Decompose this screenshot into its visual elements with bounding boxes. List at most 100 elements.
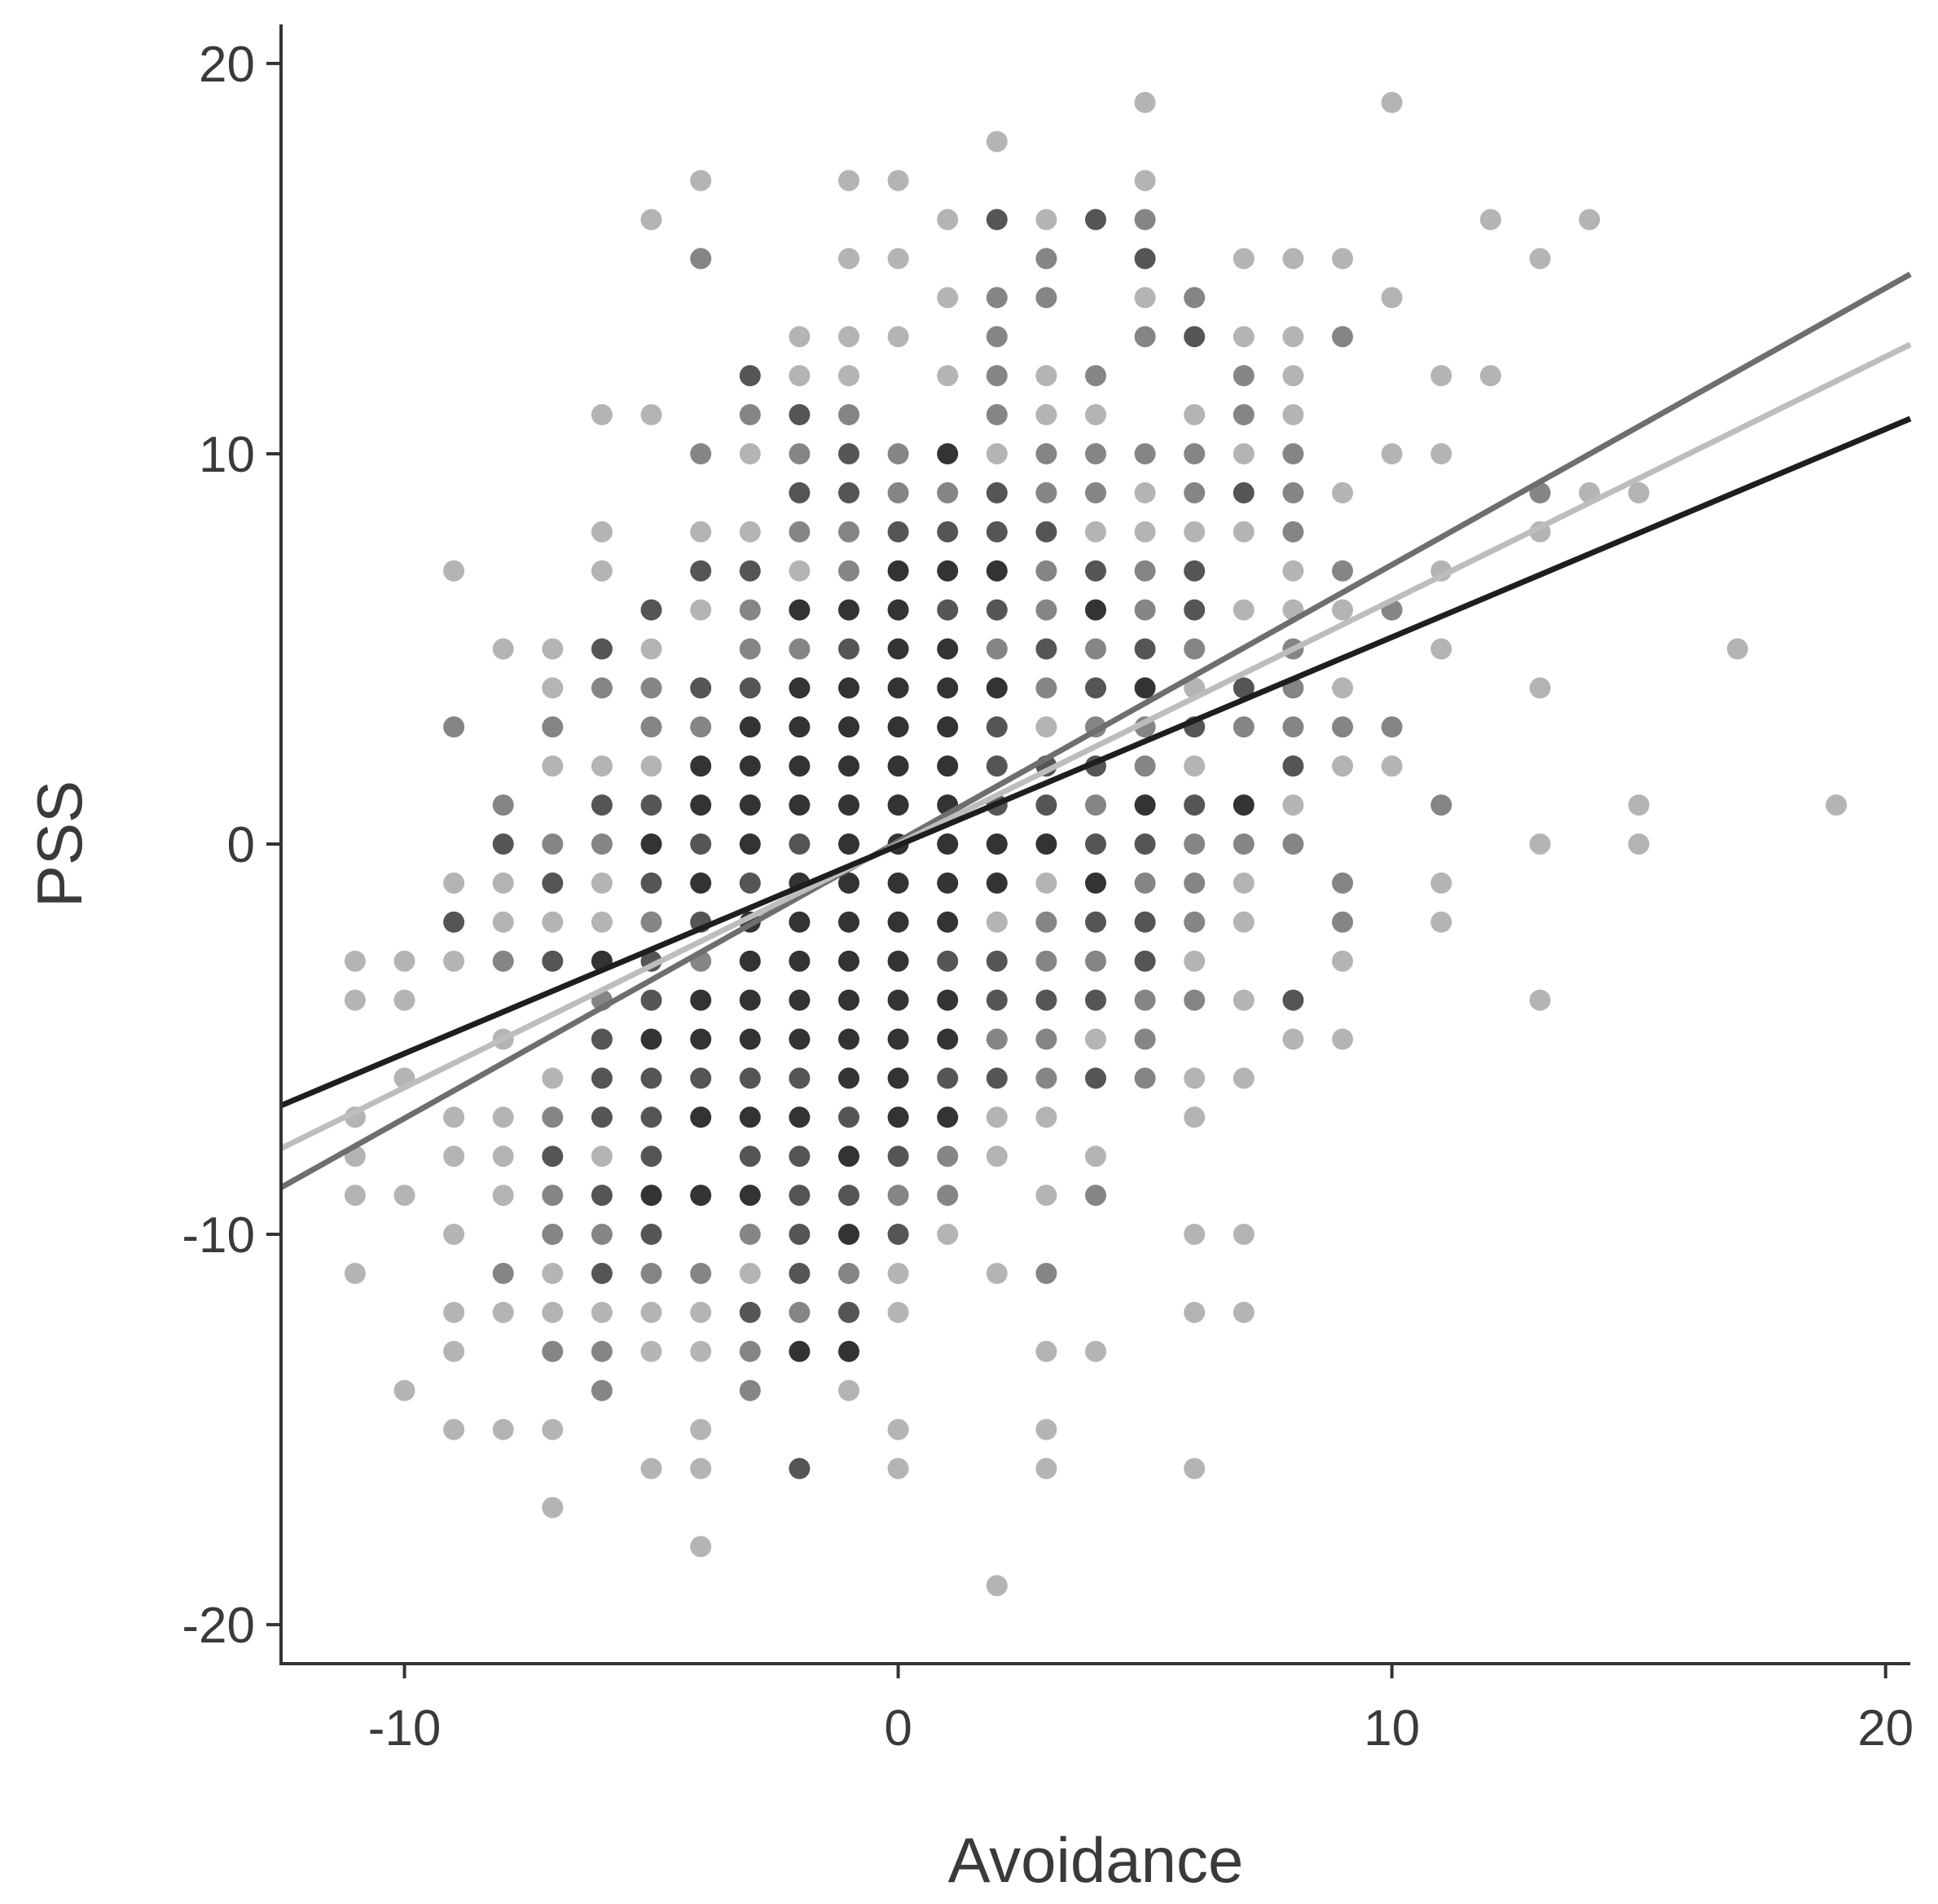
data-point [937,950,959,972]
data-point [492,1145,514,1167]
data-point [1184,404,1206,425]
data-point [986,287,1008,309]
data-point [1035,794,1057,816]
data-point [789,1458,811,1480]
data-point [1184,794,1206,816]
data-point [1184,1458,1206,1480]
data-point [986,130,1008,152]
data-point [690,1067,712,1089]
x-tick-label: -10 [368,1700,442,1757]
data-point [1332,326,1353,348]
data-point [986,560,1008,582]
data-point [640,1185,662,1207]
data-point [887,326,909,348]
data-point [1134,950,1156,972]
data-point [789,911,811,933]
data-point [887,1106,909,1128]
data-point [789,677,811,699]
data-point [1085,638,1106,660]
data-point [789,1106,811,1128]
data-point [887,1067,909,1089]
data-point [443,560,465,582]
data-point [1134,794,1156,816]
y-tick-label: -20 [182,1598,255,1654]
data-point [591,677,613,699]
data-point [640,677,662,699]
data-point [1035,677,1057,699]
data-point [640,209,662,231]
data-point [789,1224,811,1245]
data-point [1381,91,1403,113]
data-point [838,365,859,387]
data-point [1035,1028,1057,1050]
data-point [1332,716,1353,738]
data-point [1628,481,1650,503]
data-point [739,1185,761,1207]
data-point [591,1301,613,1323]
data-point [789,599,811,621]
data-point [937,481,959,503]
data-point [838,404,859,425]
data-point [1184,911,1206,933]
data-point [640,716,662,738]
data-point [1134,481,1156,503]
data-point [640,1067,662,1089]
data-point [492,1263,514,1284]
data-point [739,365,761,387]
data-point [1085,1067,1106,1089]
data-point [492,1106,514,1128]
data-point [887,1185,909,1207]
data-point [789,638,811,660]
data-point [789,1263,811,1284]
data-point [1134,1028,1156,1050]
data-point [838,989,859,1011]
data-point [739,1379,761,1401]
data-point [1035,911,1057,933]
data-point [591,755,613,777]
data-point [344,1263,366,1284]
data-point [1430,365,1452,387]
data-point [393,950,415,972]
data-point [986,833,1008,855]
data-point [789,521,811,543]
data-point [591,911,613,933]
data-point [1233,326,1255,348]
data-point [789,950,811,972]
data-point [986,716,1008,738]
data-point [1282,755,1304,777]
data-point [739,560,761,582]
data-point [1085,1145,1106,1167]
data-point [1479,209,1501,231]
data-point [739,872,761,894]
data-point [542,1263,564,1284]
regression-line-1 [279,271,1912,1190]
data-point [838,1145,859,1167]
data-point [690,1028,712,1050]
data-point [739,1106,761,1128]
data-point [1430,911,1452,933]
data-point [887,1263,909,1284]
data-point [838,443,859,464]
data-point [640,1145,662,1167]
data-point [1085,1340,1106,1362]
data-point [838,1340,859,1362]
data-point [1134,833,1156,855]
data-point [838,1067,859,1089]
data-point [739,989,761,1011]
data-point [492,1418,514,1440]
data-point [591,521,613,543]
data-point [690,1106,712,1128]
data-point [640,1458,662,1480]
data-point [986,1106,1008,1128]
data-point [789,1145,811,1167]
data-point [542,1340,564,1362]
data-point [393,1185,415,1207]
data-point [640,833,662,855]
data-point [1035,989,1057,1011]
data-point [640,1263,662,1284]
data-point [1332,677,1353,699]
data-point [937,599,959,621]
data-point [542,1301,564,1323]
data-point [887,481,909,503]
data-point [1233,1224,1255,1245]
